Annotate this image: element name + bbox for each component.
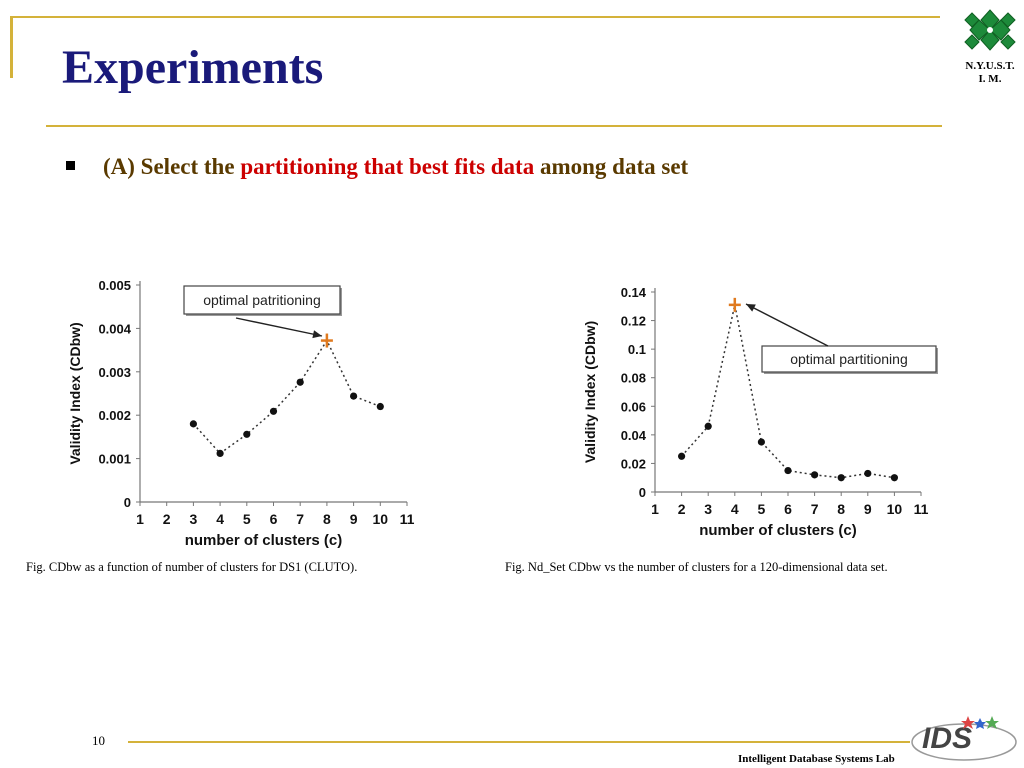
annotation-label: optimal patritioning — [203, 292, 321, 308]
data-point — [864, 469, 872, 478]
optimal-point-marker — [728, 297, 741, 312]
data-point — [890, 474, 898, 482]
x-tick-label: 9 — [864, 501, 872, 517]
y-tick-label: 0.02 — [621, 456, 646, 471]
x-tick-label: 5 — [758, 501, 766, 517]
x-tick-label: 11 — [400, 511, 415, 527]
chart2-caption: Fig. Nd_Set CDbw vs the number of cluste… — [505, 560, 888, 574]
annotation-arrow — [745, 303, 829, 347]
bullet-text-start: (A) Select the — [103, 154, 241, 179]
bullet-item: (A) Select the partitioning that best fi… — [66, 154, 688, 180]
y-tick-label: 0.08 — [621, 371, 646, 386]
data-point — [757, 438, 765, 446]
y-tick-label: 0 — [124, 495, 131, 510]
annotation-box — [183, 285, 341, 315]
x-tick-label: 8 — [837, 501, 845, 517]
x-tick-label: 9 — [350, 511, 358, 527]
x-tick-label: 10 — [887, 501, 903, 517]
y-tick-label: 0.14 — [621, 285, 647, 300]
annotation-arrow — [235, 317, 323, 337]
x-tick-label: 1 — [651, 501, 659, 517]
x-tick-label: 3 — [190, 511, 198, 527]
chart1-caption: Fig. CDbw as a function of number of clu… — [26, 560, 358, 574]
x-tick-label: 7 — [296, 511, 304, 527]
bullet-text-end: among data set — [534, 154, 689, 179]
footer-divider — [128, 741, 910, 743]
data-point — [243, 430, 251, 438]
y-axis-title: Validity Index (CDbw) — [67, 322, 83, 464]
chart-ds1-cdbw: 1 2 3 4 5 6 7 8 9 10 11 0 0.001 0.002 0.003 0.004 0.005 n… — [67, 278, 415, 549]
data-point — [837, 474, 845, 482]
y-tick-label: 0.1 — [628, 342, 646, 357]
x-tick-label: 7 — [811, 501, 819, 517]
data-point — [350, 392, 358, 400]
x-axis-title: number of clusters (c) — [185, 532, 343, 549]
data-point — [296, 378, 304, 386]
series-line — [681, 304, 895, 479]
annotation-arrowhead — [312, 330, 322, 339]
y-tick-label: 0.005 — [98, 278, 131, 293]
y-tick-label: 0.004 — [98, 321, 131, 336]
y-tick-label: 0.003 — [98, 365, 131, 380]
x-tick-label: 2 — [678, 501, 686, 517]
slide-title: Experiments — [62, 41, 324, 94]
x-tick-label: 1 — [136, 511, 144, 527]
frame-top-rule — [10, 16, 940, 18]
y-axis-title: Validity Index (CDbw) — [582, 321, 598, 463]
data-point — [376, 402, 384, 411]
x-tick-label: 10 — [373, 511, 389, 527]
logo-text-line1: N.Y.U.S.T. — [965, 60, 1015, 72]
bullet-highlight: partitioning that best fits data — [240, 154, 535, 179]
footer-lab-name: Intelligent Database Systems Lab — [738, 753, 895, 765]
title-divider — [46, 125, 942, 127]
university-logo-icon — [964, 9, 1016, 51]
y-tick-label: 0 — [639, 485, 646, 500]
x-tick-label: 4 — [731, 501, 739, 517]
data-point — [678, 452, 686, 460]
frame-left-rule — [10, 16, 13, 78]
x-tick-label: 11 — [914, 501, 929, 517]
ids-lab-logo-icon: IDS — [911, 716, 1017, 761]
annotation-box — [761, 345, 937, 373]
x-tick-label: 6 — [270, 511, 278, 527]
university-logo-text: N.Y.U.S.T. I. M. — [950, 60, 1024, 86]
chart-ndset-cdbw: 1 2 3 4 5 6 7 8 9 10 11 0 0.02 0.04 0.06 0.08 0.1 0.12 0.1… — [582, 285, 938, 539]
data-point — [189, 420, 197, 428]
series-line — [192, 339, 381, 455]
y-tick-label: 0.002 — [98, 408, 131, 423]
x-tick-label: 8 — [323, 511, 331, 527]
page-number: 10 — [92, 733, 105, 748]
x-tick-label: 2 — [163, 511, 171, 527]
annotation-label: optimal partitioning — [790, 351, 908, 367]
bullet-square-icon — [66, 161, 75, 171]
logo-text-line2: I. M. — [978, 73, 1002, 85]
x-tick-label: 3 — [704, 501, 712, 517]
x-tick-label: 4 — [216, 511, 224, 527]
annotation-arrowhead — [746, 304, 756, 312]
x-tick-label: 5 — [243, 511, 251, 527]
y-tick-label: 0.04 — [621, 428, 647, 443]
optimal-point-marker — [320, 333, 333, 348]
y-tick-label: 0.001 — [98, 452, 131, 467]
y-tick-label: 0.06 — [621, 399, 646, 414]
data-point — [704, 422, 712, 430]
data-point — [784, 466, 792, 475]
x-axis-title: number of clusters (c) — [699, 522, 857, 539]
data-point — [216, 449, 224, 457]
x-tick-label: 6 — [784, 501, 792, 517]
data-point — [269, 407, 278, 415]
data-point — [811, 471, 819, 479]
y-tick-label: 0.12 — [621, 314, 646, 329]
